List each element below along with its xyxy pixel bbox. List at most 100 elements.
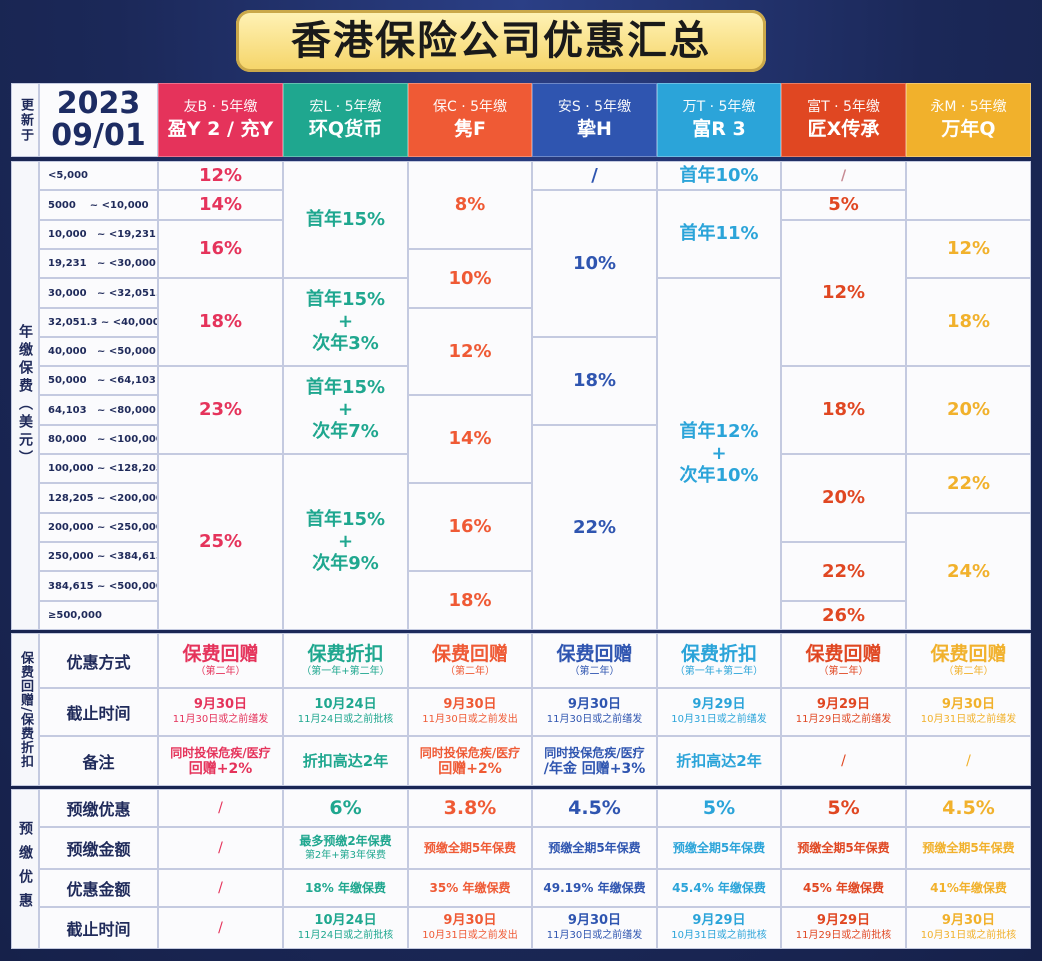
prepay-deadline-date: 9月29日: [816, 913, 871, 928]
rate-cell-col7: 24%: [906, 513, 1031, 630]
premium-band: 64,103 ~ <80,000: [39, 395, 158, 425]
row-label: 截止时间: [66, 920, 131, 939]
prepay-amount-cell: /: [158, 827, 283, 869]
prepay-amount: 预缴全期5年保费: [672, 841, 766, 855]
premium-band: 40,000 ~ <50,000: [39, 337, 158, 366]
offer-deadline-cell: 9月29日 10月31日或之前缮发: [657, 688, 781, 736]
company-name: 盈Y 2 / 充Y: [167, 118, 274, 140]
premium-band-label: 5000 ~ <10,000: [48, 199, 149, 211]
offer-remark-cell: 折扣高达2年: [283, 736, 408, 786]
company-subtitle: 保C · 5年缴: [432, 99, 508, 115]
rate-value: 首年15%: [305, 208, 386, 230]
prepay-deadline-note: 11月24日或之前批核: [297, 930, 394, 941]
rate-value: 22%: [821, 560, 866, 582]
prepay-label: 预缴优惠: [17, 821, 33, 917]
rate-value: 首年15%: [305, 289, 386, 310]
rate-cell-col4: 22%: [532, 425, 657, 630]
rate-value: 次年9%: [312, 553, 379, 574]
offer-method: 保费折扣: [307, 642, 384, 665]
prepay-deadline-date: 9月29日: [692, 913, 746, 928]
offer-deadline-cell: 9月30日 10月31日或之前缮发: [906, 688, 1031, 736]
company-name: 挚H: [577, 118, 612, 140]
rate-value: 首年10%: [679, 164, 759, 186]
prepay-amount: 最多预缴2年保费: [299, 834, 392, 848]
prepay-rate-cell: 5%: [781, 789, 906, 827]
company-subtitle: 宏L · 5年缴: [309, 99, 382, 115]
rate-value: 18%: [946, 311, 991, 332]
rebate-label: 保费回赠/保费折扣: [18, 650, 33, 769]
premium-label: 年缴保费（美元）: [17, 323, 33, 468]
deadline-date: 9月29日: [692, 697, 746, 712]
prepay-deadline-date: 9月30日: [567, 913, 622, 928]
prepay-rate: /: [218, 800, 223, 816]
offer-method-cell: 保费折扣 （第一年+第二年）: [657, 633, 781, 688]
offer-method: 保费回赠: [182, 642, 259, 665]
offer-method: 保费折扣: [680, 642, 757, 665]
rate-value: +: [711, 443, 727, 464]
offer-remark-cell: 同时投保危疾/医疗 回赠+2%: [408, 736, 532, 786]
premium-band-label: 30,000 ~ <32,051.3: [48, 287, 158, 299]
prepay-row-label: 截止时间: [39, 907, 158, 949]
company-name: 匠X传承: [807, 118, 880, 140]
prepay-benefit: 18% 年缴保费: [305, 881, 386, 895]
prepay-deadline-note: 10月31日或之前发出: [422, 930, 518, 941]
rate-value: 首年12%: [679, 421, 759, 442]
prepay-amount: 预缴全期5年保费: [423, 841, 517, 855]
rate-cell-col4: /: [532, 161, 657, 190]
rate-cell-col7: 20%: [906, 366, 1031, 454]
update-label: 更新于: [18, 97, 33, 143]
rate-cell-col3: 14%: [408, 395, 532, 483]
prepay-side-label: 预缴优惠: [11, 789, 39, 949]
offer-deadline-cell: 10月24日 11月24日或之前批核: [283, 688, 408, 736]
rate-value: 5%: [828, 194, 859, 215]
prepay-rate-cell: 6%: [283, 789, 408, 827]
rate-value: +: [337, 399, 354, 420]
premium-band-label: 50,000 ~ <64,103: [48, 375, 156, 386]
company-header-1: 友B · 5年缴 盈Y 2 / 充Y: [158, 83, 283, 157]
company-subtitle: 万T · 5年缴: [682, 99, 756, 115]
rate-cell-col3: 16%: [408, 483, 532, 571]
prepay-deadline-date: 9月30日: [941, 913, 996, 928]
company-header-6: 富T · 5年缴 匠X传承: [781, 83, 906, 157]
prepay-amount-cell: 最多预缴2年保费 第2年+第3年保费: [283, 827, 408, 869]
rate-value: 23%: [198, 399, 243, 420]
offer-method: 保费回赠: [930, 642, 1007, 665]
prepay-deadline-cell: 9月29日 10月31日或之前批核: [657, 907, 781, 949]
premium-band: 128,205 ~ <200,000: [39, 483, 158, 513]
company-subtitle: 安S · 5年缴: [557, 99, 632, 115]
rate-cell-col3: 10%: [408, 249, 532, 308]
rate-cell-col1: 12%: [158, 161, 283, 190]
prepay-amount-note: 第2年+第3年保费: [304, 850, 387, 861]
premium-band-label: ≥500,000: [48, 610, 102, 621]
premium-band-label: 250,000 ~ <384,615: [48, 551, 158, 562]
offer-method-note: （第二年）: [569, 665, 620, 677]
rate-value: +: [337, 531, 354, 552]
rate-value: 22%: [572, 516, 617, 538]
offer-method-cell: 保费回赠 （第二年）: [532, 633, 657, 688]
remark-line: /: [841, 753, 846, 769]
offer-method-note: （第二年）: [445, 665, 495, 677]
rate-cell-col7-empty: [906, 161, 1031, 220]
prepay-amount-cell: 预缴全期5年保费: [657, 827, 781, 869]
prepay-deadline-date: /: [218, 920, 223, 936]
prepay-amount-cell: 预缴全期5年保费: [532, 827, 657, 869]
row-label: 优惠金额: [66, 880, 131, 899]
prepay-benefit-cell: 45.4% 年缴保费: [657, 869, 781, 907]
rate-value: /: [840, 167, 847, 184]
row-label: 预缴优惠: [66, 800, 131, 819]
prepay-rate: 6%: [329, 797, 362, 819]
premium-band: ≥500,000: [39, 601, 158, 630]
rate-value: 10%: [448, 267, 492, 289]
update-year: 2023: [56, 86, 141, 121]
remark-bonus: 回赠+2%: [438, 761, 502, 777]
prepay-benefit: /: [218, 880, 223, 896]
rate-cell-col6: 12%: [781, 220, 906, 366]
rate-value: 25%: [198, 531, 243, 552]
rate-value: 8%: [454, 194, 486, 215]
rate-value: 首年15%: [305, 377, 386, 398]
offer-method-cell: 保费回赠 （第二年）: [906, 633, 1031, 688]
rate-cell-col1: 25%: [158, 454, 283, 630]
premium-band-label: 19,231 ~ <30,000: [48, 258, 156, 269]
prepay-rate-cell: 3.8%: [408, 789, 532, 827]
rate-value: 26%: [821, 604, 866, 626]
